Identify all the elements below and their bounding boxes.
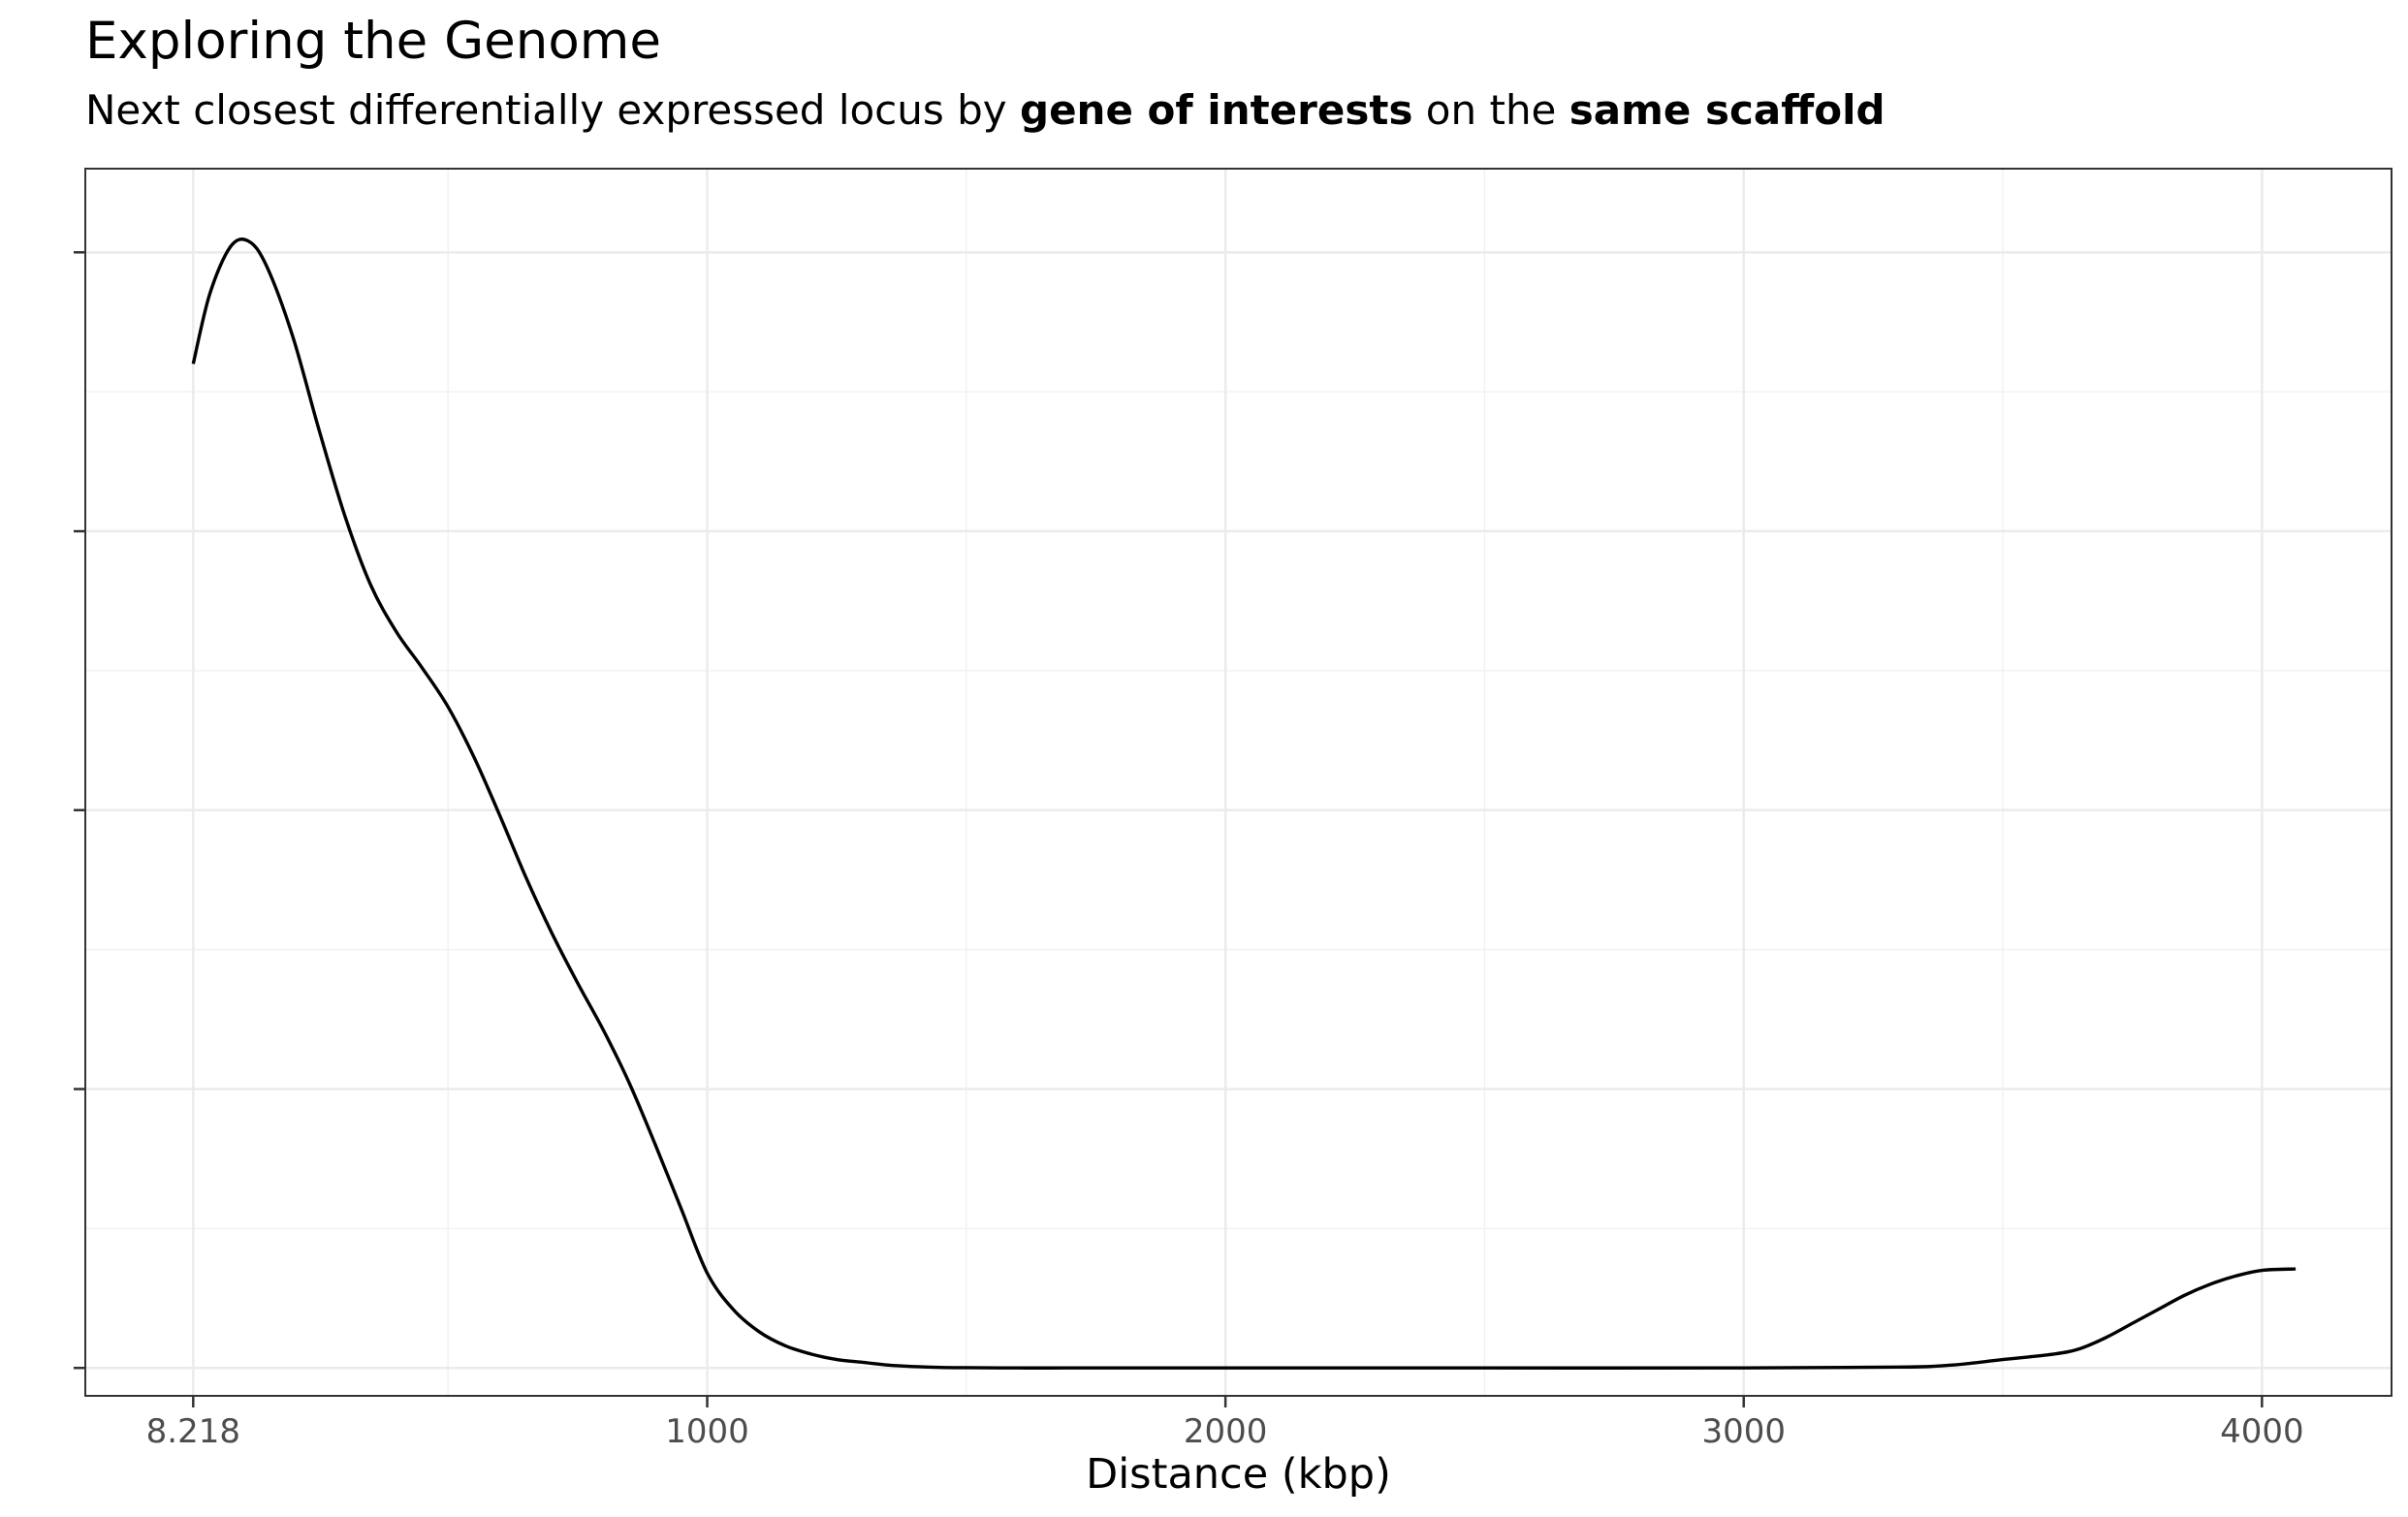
chart-title: Exploring the Genome [85, 12, 661, 71]
x-tick-label: 3000 [1701, 1412, 1786, 1451]
major-grid [85, 169, 2392, 1396]
panel-border [84, 168, 2392, 1397]
x-tick-label: 8.218 [146, 1412, 240, 1451]
series-layer [191, 237, 2297, 1370]
x-axis-title: Distance (kbp) [1086, 1450, 1391, 1499]
subtitle-bold-1: gene of interests [1020, 86, 1413, 134]
subtitle-text-1: Next closest differentially expressed lo… [85, 86, 1020, 134]
x-tick-label: 4000 [2220, 1412, 2304, 1451]
x-axis: 8.218 1000 2000 3000 4000 [146, 1396, 2304, 1451]
chart-subtitle: Next closest differentially expressed lo… [85, 83, 1885, 138]
y-axis [74, 251, 85, 1370]
x-tick-label: 2000 [1184, 1412, 1268, 1451]
minor-grid [85, 169, 2392, 1396]
x-tick-label: 1000 [665, 1412, 749, 1451]
density-line [191, 237, 2297, 1370]
subtitle-text-2: on the [1412, 86, 1569, 134]
subtitle-bold-2: same scaffold [1568, 86, 1885, 134]
